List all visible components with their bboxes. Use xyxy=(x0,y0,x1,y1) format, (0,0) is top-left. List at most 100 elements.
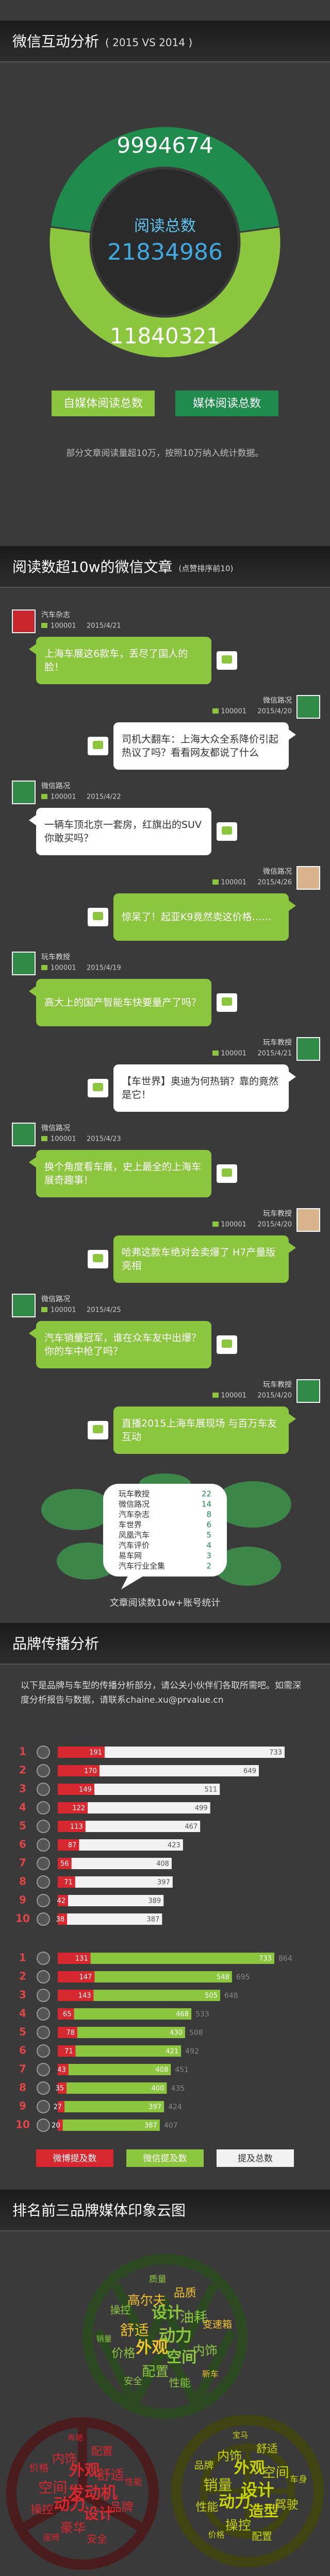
rank-label: 7 xyxy=(19,1857,26,1869)
bar-value: 511 xyxy=(204,1786,217,1794)
decor-bubble xyxy=(41,1489,113,1530)
bar-value: 170 xyxy=(84,1768,97,1775)
bar xyxy=(58,1802,88,1814)
reads: 100001 xyxy=(51,793,76,801)
account-count: 4 xyxy=(206,1541,211,1550)
bar-value: 43 xyxy=(57,2066,66,2074)
reads-icon xyxy=(212,1393,219,1398)
cloud-word: 奔驰 xyxy=(68,2433,83,2443)
bar xyxy=(67,2082,167,2094)
cloud-word: 舒适 xyxy=(256,2443,278,2455)
rank-label: 3 xyxy=(19,1989,26,2001)
cloud-word: 价格 xyxy=(29,2463,49,2474)
avatar xyxy=(12,609,36,633)
brand-logo xyxy=(37,2100,50,2113)
reads-icon xyxy=(41,794,47,799)
bar xyxy=(58,1839,79,1851)
account-name: 玩车教授 xyxy=(263,1038,292,1047)
brand-logo xyxy=(37,2044,50,2058)
account-count: 3 xyxy=(206,1551,211,1561)
reads: 100001 xyxy=(221,879,246,887)
cloud-word: 车身 xyxy=(290,2475,307,2485)
brand-logo xyxy=(37,1745,50,1759)
bar xyxy=(94,1784,220,1795)
account-name: 汽车杂志 xyxy=(119,1510,150,1519)
bar xyxy=(58,2101,65,2112)
segment-label: 9994674 xyxy=(117,133,213,158)
cloud-word: 动力 xyxy=(159,2326,192,2345)
bar xyxy=(67,1913,162,1925)
rank-label: 1 xyxy=(19,1745,26,1758)
legend-label: 微博提及数 xyxy=(53,2154,97,2164)
bar xyxy=(58,1765,100,1776)
section-title: 微信互动分析 xyxy=(12,33,99,50)
legend-label: 自媒体阅读总数 xyxy=(63,397,143,410)
legend-label: 微信提及数 xyxy=(143,2154,187,2164)
total-value: 864 xyxy=(278,1955,292,1963)
article-title: 上海车展这6款车，丢尽了国人的脸！ xyxy=(44,648,188,673)
date: 2015/4/25 xyxy=(87,1307,121,1314)
legend-box xyxy=(52,391,155,416)
reads: 100001 xyxy=(51,1307,76,1314)
like-icon xyxy=(93,912,103,920)
cloud-word: 动力 xyxy=(219,2493,251,2511)
bar xyxy=(58,2045,76,2057)
bar xyxy=(58,1913,68,1925)
bar-value: 65 xyxy=(63,2011,72,2019)
cloud-word: 设计 xyxy=(152,2304,183,2322)
rank-label: 9 xyxy=(19,1894,26,1906)
account-name: 玩车教授 xyxy=(41,953,70,961)
bar xyxy=(58,1858,72,1869)
total-value: 695 xyxy=(236,1973,250,1981)
bubble-tail xyxy=(289,730,296,740)
rank-label: 2 xyxy=(19,1764,26,1776)
cloud-word: 安全 xyxy=(124,2376,142,2387)
brand-logo xyxy=(37,2119,50,2132)
bar-value: 78 xyxy=(66,2029,75,2037)
like-icon xyxy=(222,1340,232,1348)
avatar xyxy=(296,1379,320,1403)
bar xyxy=(75,2045,182,2057)
date: 2015/4/20 xyxy=(257,708,292,716)
article-title-box: 哈弗这款车绝对会卖爆了 H7产量版亮相 xyxy=(122,1247,276,1272)
cloud-word: 配置 xyxy=(252,2530,272,2543)
article-title-box: 汽车销量冠军，谁在众车友中出爆？你的车中枪了吗？ xyxy=(44,1332,201,1357)
cloud-word: 品质 xyxy=(174,2287,196,2300)
cloud-word: 舒适 xyxy=(97,2468,124,2483)
account-count: 2 xyxy=(206,1562,211,1571)
date: 2015/4/19 xyxy=(87,964,121,972)
article-title-box: 【车世界】奥迪为何热销？靠的竟然是它！ xyxy=(122,1076,278,1100)
bar xyxy=(58,1784,94,1795)
rank-label: 2 xyxy=(19,1970,26,1982)
avatar xyxy=(296,1208,320,1232)
reads: 100001 xyxy=(51,964,76,972)
bar xyxy=(58,1895,68,1906)
rank-label: 9 xyxy=(19,2100,26,2112)
center-label: 阅读总数 xyxy=(134,217,196,235)
bar xyxy=(85,1821,201,1832)
rank-label: 4 xyxy=(19,1801,26,1814)
rank-label: 8 xyxy=(19,1875,26,1888)
cloud-word: 座椅 xyxy=(43,2532,60,2542)
bar xyxy=(71,1858,172,1869)
avatar xyxy=(12,1123,36,1146)
account-count: 14 xyxy=(202,1500,211,1509)
article-title: 换个角度看车展，史上最全的上海车展奇趣事！ xyxy=(44,1161,202,1186)
reads-icon xyxy=(212,1050,219,1056)
brand-logo xyxy=(37,2063,50,2076)
bar-value: 733 xyxy=(269,1749,282,1757)
bar xyxy=(99,1765,259,1776)
section-subtitle: ( 2015 VS 2014 ) xyxy=(105,37,192,49)
note: 部分文章阅读量超10万，按照10万纳入统计数据。 xyxy=(66,448,263,459)
account-name: 车世界 xyxy=(119,1520,142,1530)
avatar xyxy=(12,952,36,975)
cloud-word: 操控 xyxy=(30,2503,53,2516)
bubble xyxy=(36,1321,211,1368)
cloud-word: 变速箱 xyxy=(203,2319,232,2330)
brand-logo xyxy=(37,2081,50,2095)
article-title: 哈弗这款车绝对会卖爆了 H7产量版亮相 xyxy=(122,1247,276,1272)
intro-box: 以下是品牌与车型的传播分析部分，请公关小伙伴们各取所需吧。如需深度分析报告与数据… xyxy=(21,1681,301,1705)
cloud-word: 操控 xyxy=(110,2303,130,2316)
account-name: 汽车杂志 xyxy=(41,611,70,619)
